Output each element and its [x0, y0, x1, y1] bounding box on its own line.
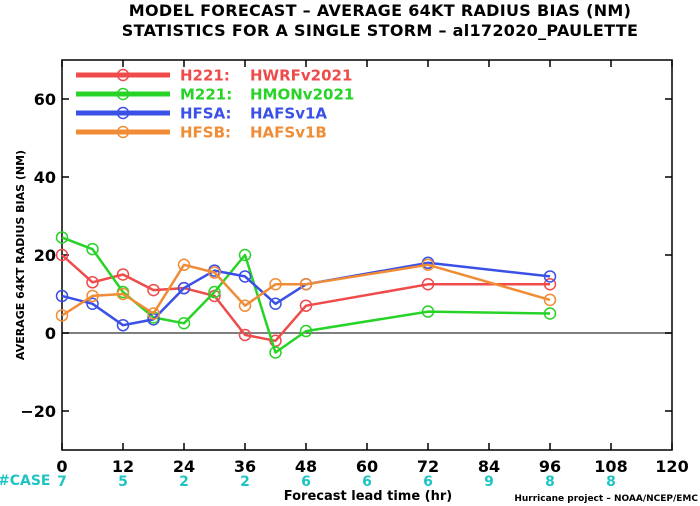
- legend-label: HMONv2021: [250, 86, 354, 104]
- x-tick-label: 84: [478, 457, 500, 476]
- case-count: 2: [179, 474, 189, 490]
- legend-label: HWRFv2021: [250, 67, 352, 85]
- series-HMONv2021: [55, 231, 557, 359]
- legend-code: H221:: [180, 67, 230, 85]
- credit-text: Hurricane project – NOAA/NCEP/EMC: [514, 494, 698, 504]
- data-point: [86, 297, 99, 310]
- data-point: [177, 317, 191, 330]
- y-tick-label: −20: [20, 402, 56, 421]
- plot-frame: [61, 59, 673, 451]
- data-point: [299, 299, 313, 312]
- legend-item: M221: HMONv2021: [76, 86, 354, 104]
- legend-item: HFSB: HAFSv1B: [76, 124, 327, 142]
- data-point: [269, 278, 282, 291]
- legend: H221: HWRFv2021 M221: HMONv2021 HFSA: HAFSv1A…: [76, 67, 354, 142]
- legend-marker: [116, 87, 130, 101]
- data-point: [543, 270, 557, 283]
- data-point: [86, 289, 99, 303]
- data-point: [147, 307, 160, 320]
- legend-code: HFSA:: [180, 105, 232, 123]
- data-point: [238, 299, 252, 312]
- case-count: 6: [301, 474, 311, 490]
- x-tick-label: 0: [56, 457, 67, 476]
- y-tick-label: 0: [45, 324, 56, 343]
- series-line: [61, 236, 551, 354]
- x-axis-label: Forecast lead time (hr): [284, 489, 452, 504]
- data-point: [55, 309, 69, 322]
- x-tick-label: 108: [594, 457, 627, 476]
- chart-subtitle: STATISTICS FOR A SINGLE STORM – al172020…: [122, 21, 638, 40]
- case-count: 9: [484, 474, 494, 490]
- series-layer: [55, 231, 557, 359]
- data-point: [238, 270, 252, 283]
- data-point: [299, 324, 313, 338]
- x-tick-label: 12: [112, 457, 134, 476]
- legend-marker: [116, 125, 130, 139]
- legend-code: M221:: [180, 86, 232, 104]
- data-point: [543, 293, 557, 307]
- data-point: [543, 278, 557, 291]
- legend-label: HAFSv1A: [250, 105, 327, 123]
- data-point: [55, 248, 69, 262]
- x-tick-label: 120: [655, 457, 688, 476]
- y-tick-label: 20: [34, 246, 56, 265]
- data-point: [86, 276, 99, 289]
- x-axis: 0 12 24 36 48 60 72 84 96 108 120: [56, 60, 689, 476]
- case-count: 5: [118, 474, 128, 490]
- data-point: [86, 242, 99, 256]
- legend-item: HFSA: HAFSv1A: [76, 105, 327, 123]
- legend-marker: [116, 68, 130, 82]
- case-count: 8: [545, 474, 555, 490]
- data-point: [116, 318, 130, 332]
- case-count: 6: [362, 474, 372, 490]
- data-point: [116, 287, 130, 301]
- data-point: [208, 285, 221, 299]
- data-point: [208, 266, 221, 279]
- series-HAFSv1A: [55, 256, 557, 332]
- case-count: 6: [423, 474, 433, 490]
- legend-code: HFSB:: [180, 124, 231, 142]
- x-tick-label: 72: [417, 457, 439, 476]
- case-row: #CASE 7 5 2 2 6 6 6 9 8 8: [0, 473, 616, 490]
- data-point: [238, 328, 252, 342]
- data-point: [421, 305, 435, 318]
- case-count: 8: [606, 474, 616, 490]
- case-count: 7: [57, 474, 67, 490]
- data-point: [116, 268, 130, 281]
- x-tick-label: 24: [173, 457, 195, 476]
- chart-title: MODEL FORECAST – AVERAGE 64KT RADIUS BIA…: [129, 1, 631, 20]
- data-point: [55, 289, 69, 303]
- data-point: [238, 248, 252, 262]
- y-axis: −20 0 20 40 60: [20, 90, 672, 421]
- y-tick-label: 60: [34, 90, 56, 109]
- data-point: [55, 231, 69, 244]
- y-axis-label: AVERAGE 64KT RADIUS BIAS (NM): [14, 150, 27, 360]
- x-tick-label: 60: [356, 457, 378, 476]
- data-point: [421, 278, 435, 291]
- x-tick-label: 36: [234, 457, 256, 476]
- data-point: [177, 281, 191, 295]
- legend-label: HAFSv1B: [250, 124, 327, 142]
- data-point: [421, 258, 435, 271]
- legend-item: H221: HWRFv2021: [76, 67, 352, 85]
- series-line: [61, 263, 551, 317]
- data-point: [147, 283, 160, 297]
- data-point: [269, 297, 282, 310]
- data-point: [269, 346, 282, 359]
- data-point: [177, 258, 191, 271]
- series-line: [61, 261, 551, 327]
- case-count: 2: [240, 474, 250, 490]
- legend-marker: [116, 106, 130, 120]
- data-point: [543, 307, 557, 320]
- x-tick-label: 48: [295, 457, 317, 476]
- data-point: [299, 278, 313, 291]
- x-tick-label: 96: [539, 457, 561, 476]
- case-label: #CASE: [0, 473, 51, 489]
- y-tick-label: 40: [34, 168, 56, 187]
- series-HAFSv1B: [55, 258, 557, 322]
